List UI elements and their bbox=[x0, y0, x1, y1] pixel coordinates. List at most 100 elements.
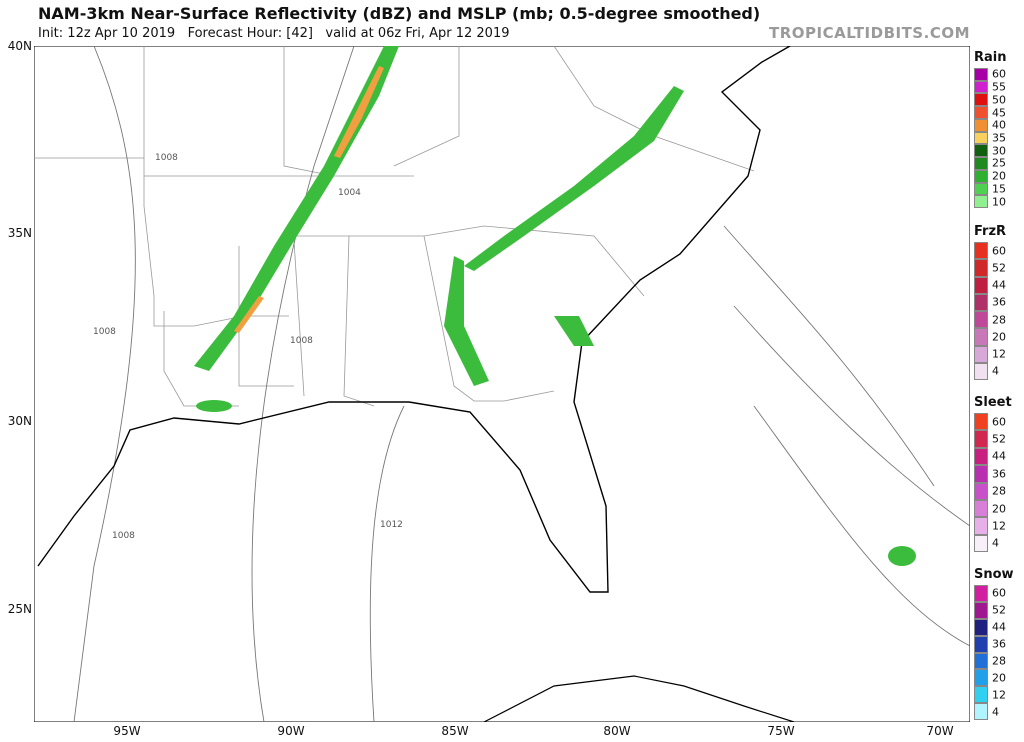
legend-swatch bbox=[974, 195, 988, 208]
legend-swatch bbox=[974, 517, 988, 535]
legend-label: 20 bbox=[992, 671, 1006, 685]
legend-label: 52 bbox=[992, 432, 1006, 446]
legend-label: 50 bbox=[992, 93, 1006, 107]
legend-label: 45 bbox=[992, 106, 1006, 120]
latitude-label: 30N bbox=[7, 414, 32, 428]
legend-label: 36 bbox=[992, 295, 1006, 309]
isobar-label: 1008 bbox=[112, 531, 135, 541]
legend-label: 52 bbox=[992, 603, 1006, 617]
latitude-label: 35N bbox=[7, 226, 32, 240]
legend-label: 44 bbox=[992, 620, 1006, 634]
legend-label: 20 bbox=[992, 169, 1006, 183]
watermark: TROPICALTIDBITS.COM bbox=[769, 24, 970, 42]
legend-swatch bbox=[974, 430, 988, 448]
isobar-label: 1004 bbox=[338, 188, 361, 198]
legend-title: Snow bbox=[974, 567, 1014, 582]
legend-swatch bbox=[974, 465, 988, 483]
legend-label: 36 bbox=[992, 467, 1006, 481]
legend-label: 30 bbox=[992, 144, 1006, 158]
legend-label: 12 bbox=[992, 347, 1006, 361]
legend-swatch bbox=[974, 703, 988, 720]
legend-label: 52 bbox=[992, 261, 1006, 275]
legend-swatch bbox=[974, 328, 988, 346]
isobar-label: 1008 bbox=[290, 336, 313, 346]
legend-title: Sleet bbox=[974, 395, 1012, 410]
longitude-label: 80W bbox=[603, 724, 631, 738]
legend-swatch bbox=[974, 585, 988, 602]
legend-label: 12 bbox=[992, 519, 1006, 533]
legend-swatch bbox=[974, 80, 988, 94]
legend-label: 4 bbox=[992, 536, 999, 550]
legend-label: 10 bbox=[992, 195, 1006, 209]
legend-label: 60 bbox=[992, 244, 1006, 258]
isobar-labels: 1008 1004 1008 1008 1008 1012 bbox=[93, 153, 403, 541]
cuba-coast bbox=[483, 675, 795, 722]
legend-label: 28 bbox=[992, 313, 1006, 327]
latitude-label: 40N bbox=[7, 39, 32, 53]
legend-swatch bbox=[974, 499, 988, 518]
legend-label: 55 bbox=[992, 80, 1006, 94]
isobar-label: 1012 bbox=[380, 520, 403, 530]
legend-swatch bbox=[974, 259, 988, 277]
legend-label: 28 bbox=[992, 484, 1006, 498]
isobar-label: 1008 bbox=[93, 327, 116, 337]
legend-swatch bbox=[974, 106, 988, 119]
legend-swatch bbox=[974, 635, 988, 653]
legend-swatch bbox=[974, 534, 988, 552]
latitude-label: 25N bbox=[7, 602, 32, 616]
legend-swatch bbox=[974, 311, 988, 329]
subtitle: Init: 12z Apr 10 2019 Forecast Hour: [42… bbox=[38, 26, 510, 41]
heavy-precipitation bbox=[234, 66, 384, 333]
legend-label: 60 bbox=[992, 586, 1006, 600]
longitude-label: 70W bbox=[926, 724, 954, 738]
legend-label: 15 bbox=[992, 182, 1006, 196]
legend-swatch bbox=[974, 413, 988, 431]
legend-swatch bbox=[974, 182, 988, 196]
legend-swatch bbox=[974, 652, 988, 670]
legend-label: 28 bbox=[992, 654, 1006, 668]
legend-swatch bbox=[974, 157, 988, 170]
legend-label: 20 bbox=[992, 330, 1006, 344]
legend-label: 44 bbox=[992, 449, 1006, 463]
legend-swatch bbox=[974, 93, 988, 107]
map: 1008 1004 1008 1008 1008 1012 bbox=[34, 46, 970, 722]
legend-swatch bbox=[974, 669, 988, 687]
legend-label: 35 bbox=[992, 131, 1006, 145]
isobar-label: 1008 bbox=[155, 153, 178, 163]
legend-label: 4 bbox=[992, 364, 999, 378]
legend-label: 20 bbox=[992, 502, 1006, 516]
legend-swatch bbox=[974, 118, 988, 132]
legend-swatch bbox=[974, 601, 988, 619]
legend-swatch bbox=[974, 169, 988, 183]
legend-swatch bbox=[974, 242, 988, 260]
title: NAM-3km Near-Surface Reflectivity (dBZ) … bbox=[38, 4, 761, 23]
legend-swatch bbox=[974, 276, 988, 294]
legend-label: 44 bbox=[992, 278, 1006, 292]
longitude-label: 90W bbox=[277, 724, 305, 738]
legend-swatch bbox=[974, 618, 988, 636]
legend-swatch bbox=[974, 144, 988, 158]
legend-label: 60 bbox=[992, 67, 1006, 81]
legend-swatch bbox=[974, 482, 988, 500]
map-frame bbox=[34, 46, 970, 722]
legend-swatch bbox=[974, 293, 988, 311]
legend-swatch bbox=[974, 345, 988, 363]
legend-swatch bbox=[974, 362, 988, 380]
longitude-label: 75W bbox=[767, 724, 795, 738]
legend-swatch bbox=[974, 447, 988, 466]
coastline bbox=[37, 46, 791, 593]
legend-label: 4 bbox=[992, 705, 999, 719]
legend-label: 25 bbox=[992, 156, 1006, 170]
legend-swatch bbox=[974, 686, 988, 704]
longitude-label: 85W bbox=[441, 724, 469, 738]
legend-label: 40 bbox=[992, 118, 1006, 132]
legend-label: 60 bbox=[992, 415, 1006, 429]
legend-label: 36 bbox=[992, 637, 1006, 651]
legend-title: Rain bbox=[974, 50, 1007, 65]
legend-title: FrzR bbox=[974, 224, 1007, 239]
legend-label: 12 bbox=[992, 688, 1006, 702]
legend-swatch bbox=[974, 131, 988, 145]
longitude-label: 95W bbox=[113, 724, 141, 738]
legend-swatch bbox=[974, 68, 988, 81]
